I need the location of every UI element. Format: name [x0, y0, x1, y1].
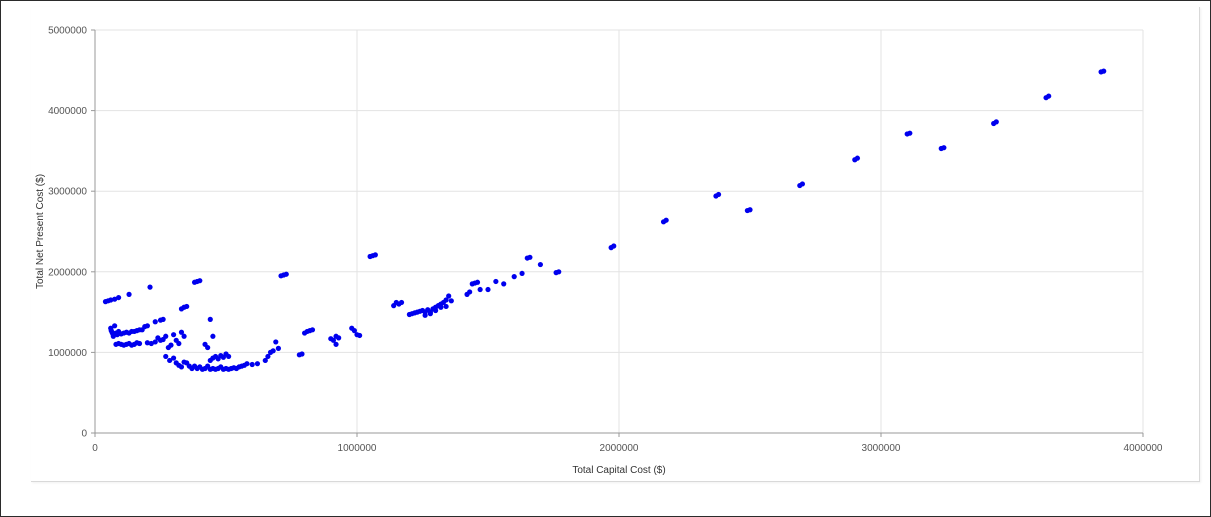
- x-tick-label: 0: [92, 443, 98, 454]
- data-point: [747, 207, 753, 213]
- data-point: [167, 357, 173, 364]
- data-point: [372, 252, 378, 258]
- data-point: [207, 316, 213, 322]
- data-point: [433, 307, 439, 314]
- data-point: [144, 340, 150, 346]
- y-axis-label: Total Net Present Cost ($): [35, 174, 46, 289]
- data-point: [1101, 68, 1107, 74]
- data-point: [485, 286, 491, 293]
- data-point: [147, 284, 153, 290]
- data-point: [427, 311, 433, 317]
- data-point: [448, 298, 454, 304]
- data-point: [144, 323, 150, 329]
- data-point: [422, 309, 428, 315]
- data-point: [108, 297, 114, 303]
- data-point: [799, 181, 806, 187]
- data-point: [171, 332, 177, 338]
- data-point: [398, 299, 405, 306]
- data-point: [115, 294, 122, 301]
- y-tick-label: 5000000: [48, 26, 87, 37]
- data-points: [102, 68, 1107, 372]
- chart-panel: 0 1000000 2000000 3000000 4000000 0 1000000 20…: [31, 7, 1200, 482]
- x-tick-label: 1000000: [338, 443, 377, 454]
- data-point: [511, 274, 517, 280]
- data-point: [283, 271, 289, 277]
- y-tick-label: 4000000: [48, 106, 87, 117]
- data-point: [309, 327, 316, 333]
- data-point: [527, 254, 533, 260]
- data-point: [254, 361, 261, 367]
- data-point: [197, 278, 203, 284]
- data-point: [299, 351, 305, 357]
- data-point: [443, 303, 449, 310]
- data-point: [715, 191, 722, 198]
- data-point: [330, 337, 337, 343]
- data-point: [184, 303, 190, 310]
- data-point: [163, 353, 169, 360]
- data-point: [244, 361, 250, 367]
- data-point: [611, 243, 617, 249]
- data-point: [168, 342, 174, 348]
- data-point: [519, 270, 525, 277]
- x-tick-label: 3000000: [862, 443, 901, 454]
- data-point: [262, 357, 268, 364]
- x-tick-label: 2000000: [600, 443, 639, 454]
- data-point: [178, 329, 185, 335]
- data-point: [152, 339, 158, 345]
- data-point: [941, 145, 947, 151]
- data-point: [443, 297, 449, 303]
- data-point: [126, 291, 132, 297]
- y-tick-label: 0: [81, 429, 87, 440]
- data-point: [993, 119, 999, 125]
- data-point: [477, 286, 483, 293]
- data-point: [907, 130, 913, 136]
- data-point: [178, 364, 185, 370]
- grid-lines: [95, 29, 1144, 433]
- data-point: [333, 333, 339, 339]
- data-point: [210, 333, 216, 339]
- y-tick-labels: 0 1000000 2000000 3000000 4000000 5000000: [48, 26, 87, 440]
- data-point: [176, 340, 182, 347]
- data-point: [205, 344, 211, 351]
- data-point: [493, 278, 499, 285]
- data-point: [663, 217, 669, 223]
- data-point: [275, 345, 281, 351]
- data-point: [467, 289, 473, 295]
- axes: [91, 29, 1144, 437]
- data-point: [226, 353, 232, 360]
- scatter-chart: 0 1000000 2000000 3000000 4000000 0 1000000 20…: [35, 26, 1163, 477]
- data-point: [474, 279, 481, 285]
- data-point: [265, 353, 271, 360]
- y-tick-label: 3000000: [48, 187, 87, 198]
- data-point: [181, 333, 187, 339]
- data-point: [112, 323, 118, 329]
- x-tick-labels: 0 1000000 2000000 3000000 4000000: [92, 443, 1163, 454]
- data-point: [501, 281, 507, 287]
- x-tick-label: 4000000: [1124, 443, 1163, 454]
- x-axis-label: Total Capital Cost ($): [572, 465, 665, 476]
- data-point: [160, 316, 166, 322]
- data-point: [152, 319, 158, 325]
- data-point: [556, 269, 562, 275]
- data-point: [1046, 93, 1052, 99]
- data-point: [333, 341, 339, 347]
- y-tick-label: 2000000: [48, 267, 87, 278]
- data-point: [112, 296, 118, 302]
- data-point: [163, 333, 169, 339]
- data-point: [351, 328, 357, 334]
- y-tick-label: 1000000: [48, 348, 87, 359]
- data-point: [171, 355, 177, 361]
- data-point: [446, 293, 452, 299]
- data-point: [148, 340, 154, 347]
- data-point: [249, 361, 255, 368]
- data-point: [438, 304, 444, 310]
- data-point: [136, 340, 143, 347]
- data-point: [854, 155, 861, 161]
- data-point: [270, 348, 276, 354]
- data-point: [273, 339, 279, 345]
- data-point: [357, 332, 363, 339]
- data-point: [537, 261, 543, 268]
